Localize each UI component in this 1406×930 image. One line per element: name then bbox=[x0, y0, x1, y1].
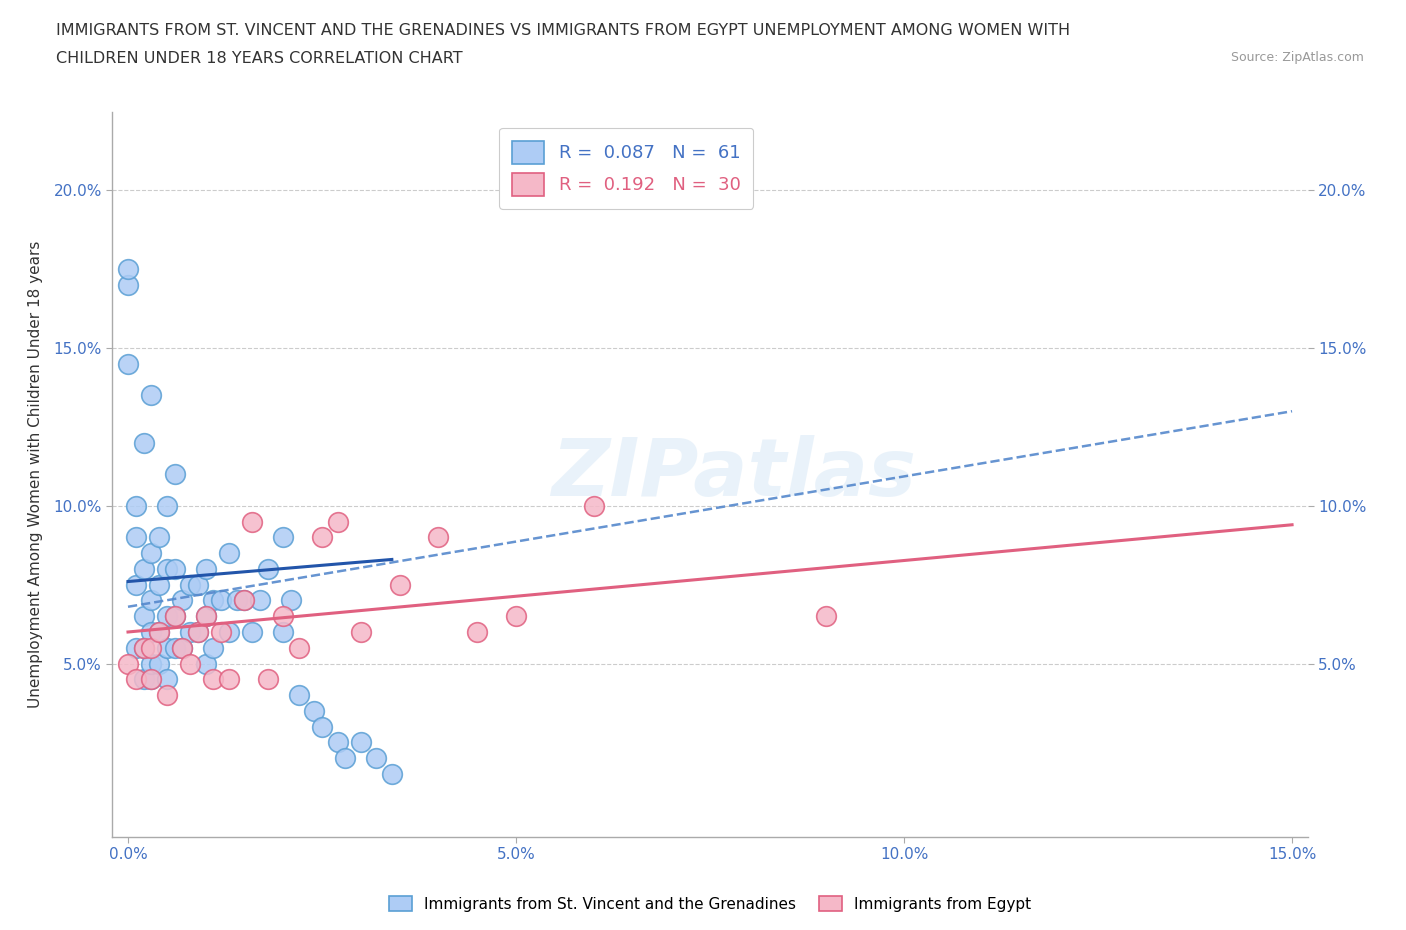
Point bbox=[233, 593, 256, 608]
Point bbox=[427, 530, 450, 545]
Point bbox=[218, 625, 240, 640]
Point bbox=[132, 562, 155, 577]
Point bbox=[117, 356, 139, 371]
Point bbox=[141, 593, 163, 608]
Point bbox=[125, 671, 148, 686]
Point bbox=[326, 514, 349, 529]
Text: ZIPatlas: ZIPatlas bbox=[551, 435, 917, 513]
Point bbox=[156, 671, 179, 686]
Point bbox=[117, 278, 139, 293]
Point bbox=[209, 625, 232, 640]
Point bbox=[249, 593, 271, 608]
Point bbox=[582, 498, 605, 513]
Point bbox=[132, 609, 155, 624]
Point bbox=[271, 625, 294, 640]
Point bbox=[187, 578, 209, 592]
Point bbox=[148, 625, 170, 640]
Point bbox=[148, 656, 170, 671]
Y-axis label: Unemployment Among Women with Children Under 18 years: Unemployment Among Women with Children U… bbox=[28, 241, 42, 708]
Point bbox=[172, 641, 194, 656]
Point bbox=[815, 609, 838, 624]
Point bbox=[194, 609, 217, 624]
Point bbox=[163, 467, 186, 482]
Point bbox=[132, 435, 155, 450]
Point bbox=[141, 641, 163, 656]
Point bbox=[179, 578, 201, 592]
Point bbox=[156, 641, 179, 656]
Point bbox=[335, 751, 357, 765]
Point bbox=[117, 262, 139, 277]
Point bbox=[163, 562, 186, 577]
Point bbox=[287, 641, 309, 656]
Point bbox=[132, 641, 155, 656]
Point bbox=[194, 609, 217, 624]
Point bbox=[132, 641, 155, 656]
Point bbox=[179, 625, 201, 640]
Point bbox=[125, 641, 148, 656]
Point bbox=[326, 735, 349, 750]
Point bbox=[287, 687, 309, 702]
Point bbox=[132, 671, 155, 686]
Text: Source: ZipAtlas.com: Source: ZipAtlas.com bbox=[1230, 51, 1364, 64]
Point bbox=[311, 530, 333, 545]
Point bbox=[141, 546, 163, 561]
Text: CHILDREN UNDER 18 YEARS CORRELATION CHART: CHILDREN UNDER 18 YEARS CORRELATION CHAR… bbox=[56, 51, 463, 66]
Point bbox=[194, 562, 217, 577]
Point bbox=[187, 625, 209, 640]
Point bbox=[141, 671, 163, 686]
Point bbox=[240, 625, 263, 640]
Point bbox=[141, 656, 163, 671]
Point bbox=[271, 609, 294, 624]
Point bbox=[172, 641, 194, 656]
Point bbox=[125, 498, 148, 513]
Point bbox=[156, 562, 179, 577]
Point bbox=[218, 546, 240, 561]
Point bbox=[163, 609, 186, 624]
Point bbox=[202, 671, 225, 686]
Point bbox=[179, 656, 201, 671]
Point bbox=[156, 687, 179, 702]
Point bbox=[209, 593, 232, 608]
Point bbox=[202, 641, 225, 656]
Point bbox=[156, 609, 179, 624]
Point bbox=[187, 625, 209, 640]
Legend: Immigrants from St. Vincent and the Grenadines, Immigrants from Egypt: Immigrants from St. Vincent and the Gren… bbox=[381, 888, 1039, 920]
Point bbox=[256, 671, 278, 686]
Point bbox=[350, 625, 373, 640]
Point bbox=[148, 530, 170, 545]
Point bbox=[148, 578, 170, 592]
Point bbox=[141, 625, 163, 640]
Point bbox=[141, 671, 163, 686]
Point bbox=[311, 719, 333, 734]
Point bbox=[256, 562, 278, 577]
Point bbox=[218, 671, 240, 686]
Point bbox=[366, 751, 388, 765]
Point bbox=[163, 609, 186, 624]
Point bbox=[148, 625, 170, 640]
Point bbox=[194, 656, 217, 671]
Point bbox=[304, 703, 326, 718]
Point bbox=[388, 578, 411, 592]
Point bbox=[156, 498, 179, 513]
Point bbox=[381, 766, 404, 781]
Point bbox=[505, 609, 527, 624]
Point bbox=[117, 656, 139, 671]
Point bbox=[240, 514, 263, 529]
Point bbox=[271, 530, 294, 545]
Point bbox=[465, 625, 488, 640]
Point bbox=[125, 530, 148, 545]
Point bbox=[233, 593, 256, 608]
Point bbox=[350, 735, 373, 750]
Point bbox=[163, 641, 186, 656]
Text: IMMIGRANTS FROM ST. VINCENT AND THE GRENADINES VS IMMIGRANTS FROM EGYPT UNEMPLOY: IMMIGRANTS FROM ST. VINCENT AND THE GREN… bbox=[56, 23, 1070, 38]
Point bbox=[280, 593, 302, 608]
Point bbox=[141, 388, 163, 403]
Point bbox=[172, 593, 194, 608]
Point bbox=[225, 593, 247, 608]
Point bbox=[125, 578, 148, 592]
Point bbox=[202, 593, 225, 608]
